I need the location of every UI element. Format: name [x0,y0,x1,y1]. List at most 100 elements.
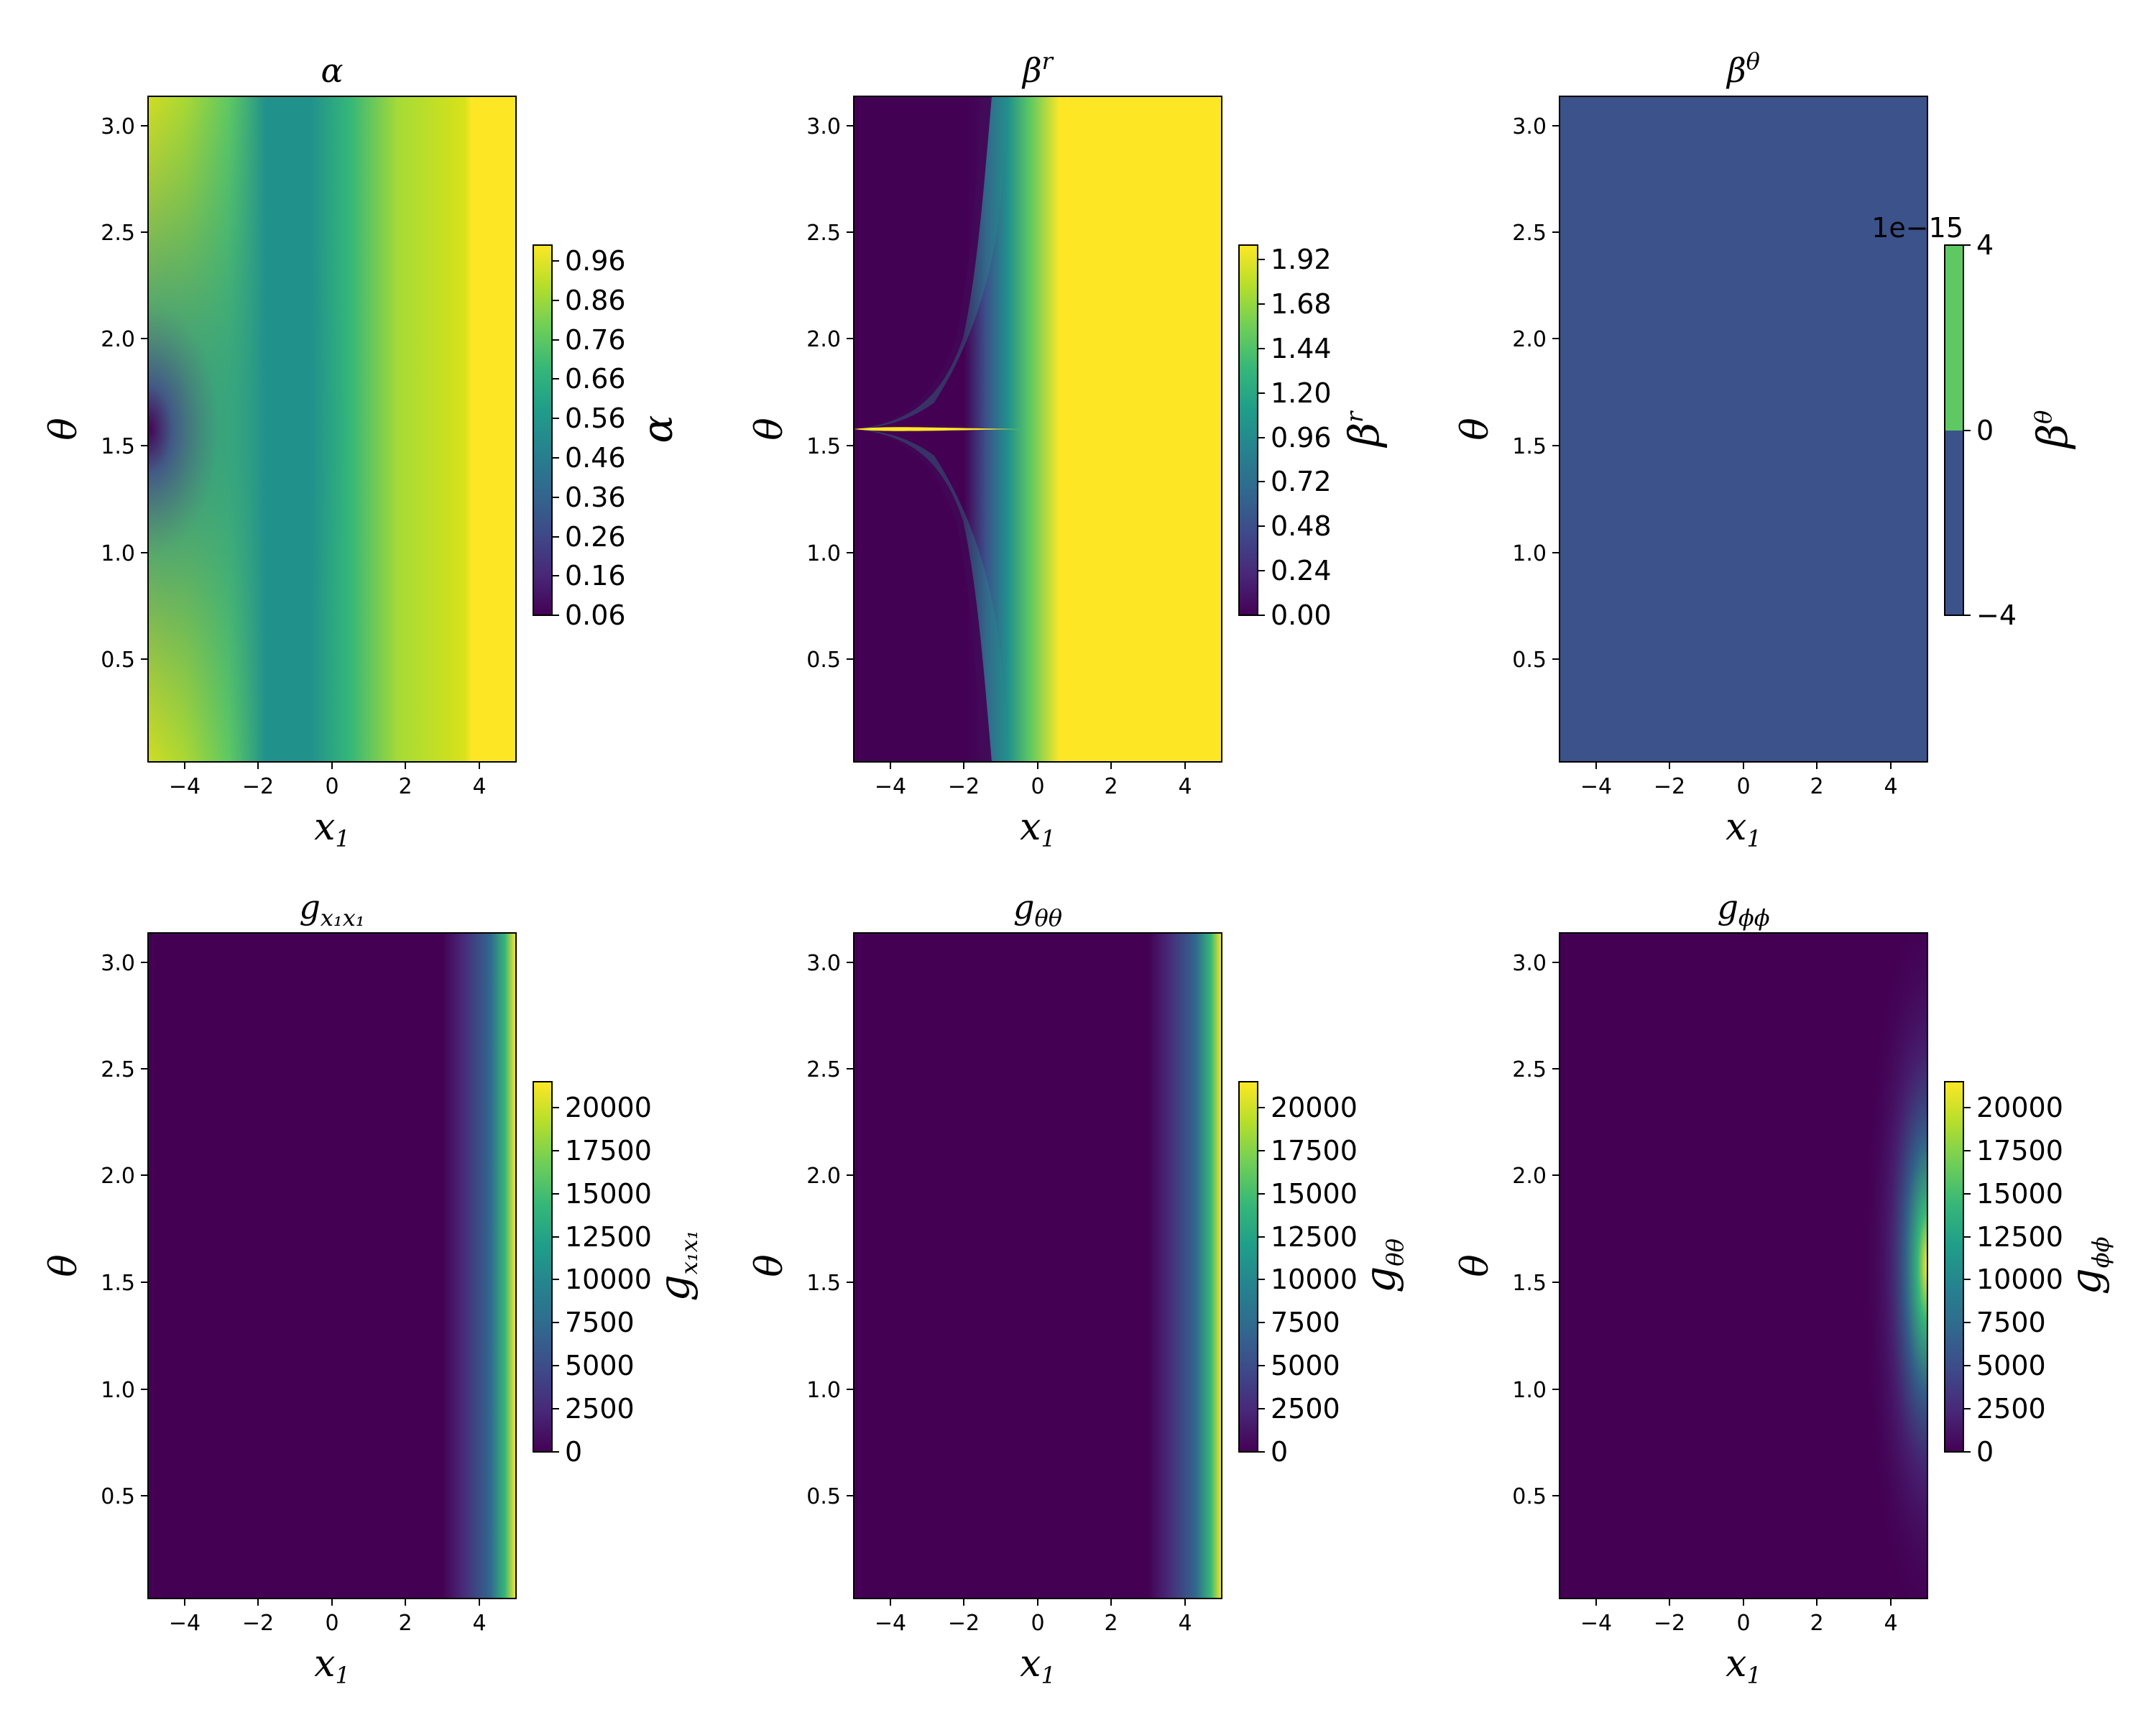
colorbar-tick-label: 15000 [1271,1178,1358,1210]
panel-beta-r: βr −4 −2 0 2 4 x1 0.5 1.0 1.5 2.0 2.5 [748,47,1388,852]
x-axis: −4 −2 0 2 4 x1 [169,762,487,852]
x-axis: −4 −2 0 2 4 x1 [1580,1598,1898,1689]
y-tick-label: 0.5 [1512,1484,1547,1509]
y-axis-label: θ [42,418,86,440]
y-tick-label: 2.0 [1512,1164,1547,1189]
x-tick-label: −2 [948,1611,980,1636]
y-tick-label: 1.0 [1512,541,1547,566]
x-tick-label: −2 [242,1611,274,1636]
colorbar-ticks [1963,244,1971,616]
y-tick-label: 0.5 [1512,648,1547,673]
y-tick-label: 2.0 [806,327,841,352]
x-axis-label: x1 [1726,1642,1761,1689]
x-tick-label: 2 [398,774,412,799]
x-tick-label: 4 [1178,1611,1192,1636]
colorbar-label: βθ [2028,410,2077,450]
y-tick-label: 1.0 [1512,1378,1547,1403]
panel-g-thetatheta: gθθ −4 −2 0 2 4 x1 0.5 1.0 1.5 2.0 2.5 [748,888,1409,1689]
colorbar: 0.06 0.16 0.26 0.36 0.46 0.56 0.66 0.76 … [533,244,682,631]
heatmap-feature [148,96,516,762]
colorbar-scale [1944,1081,1964,1453]
colorbar-tick-label: 17500 [1271,1135,1358,1167]
y-tick-label: 1.0 [101,541,135,566]
y-axis: 0.5 1.0 1.5 2.0 2.5 3.0 θ [1454,951,1560,1509]
heatmap-field [1560,96,1927,762]
colorbar-tick-label: 20000 [1271,1092,1358,1123]
colorbar-scale [533,244,553,616]
x-tick-label: 4 [1884,774,1897,799]
x-tick-label: 4 [1178,774,1192,799]
colorbar-tick-label: 0.46 [565,442,626,474]
colorbar-tick-label: 4 [1976,229,1994,261]
colorbar-tick-label: 0.66 [565,363,626,395]
x-tick-label: 4 [472,1611,486,1636]
panel-g-x1x1: gx₁x₁ −4 −2 0 2 4 x1 0.5 1.0 1.5 2.0 2.5 [42,888,703,1689]
colorbar-tick-label: 12500 [1271,1221,1358,1253]
panel-title: α [321,51,343,90]
colorbar-ticks [1963,1107,1971,1453]
colorbar-tick-label: 1.92 [1271,244,1332,275]
panel-title: gθθ [1013,888,1062,932]
colorbar-tick-label: 10000 [565,1264,652,1295]
x-axis-label: x1 [1020,806,1056,852]
heatmap-feature [854,429,1006,762]
y-tick-label: 3.0 [1512,951,1547,976]
colorbar-tick-label: 12500 [1976,1221,2063,1253]
y-tick-label: 1.5 [1512,434,1547,459]
colorbar: 0 2500 5000 7500 10000 12500 15000 17500… [1238,1081,1409,1468]
y-tick-label: 1.5 [101,1271,135,1296]
y-tick-label: 3.0 [101,951,135,976]
panel-g-phiphi: gϕϕ −4 −2 0 2 4 x1 0.5 1.0 1.5 2.0 2.5 [1454,888,2114,1689]
y-tick-label: 1.5 [806,434,841,459]
panel-beta-theta: βθ −4 −2 0 2 4 x1 0.5 1.0 1.5 2.0 2.5 [1454,47,2077,852]
colorbar-tick-label: 0.72 [1271,466,1332,497]
colorbar-label: βr [1340,410,1388,448]
colorbar-tick-label: 2500 [565,1393,635,1425]
colorbar-tick-label: −4 [1976,599,2017,631]
colorbar-tick-label: 2500 [1271,1393,1340,1425]
colorbar-segment [1945,245,1963,431]
colorbar-tick-label: 12500 [565,1221,652,1253]
colorbar-scale [1238,244,1258,616]
y-axis: 0.5 1.0 1.5 2.0 2.5 3.0 θ [42,114,148,673]
colorbar: −4 0 4 1e−15 βθ [1871,212,2077,631]
colorbar-tick-label: 0.96 [565,245,626,277]
colorbar-ticks [552,260,559,616]
y-tick-label: 2.0 [101,1164,135,1189]
colorbar-tick-label: 0.00 [1271,599,1332,631]
colorbar-label: gθθ [1355,1238,1409,1293]
y-tick-label: 0.5 [101,1484,135,1509]
panel-title: βr [1021,47,1054,90]
colorbar-ticks [1258,1107,1265,1453]
heatmap-feature [854,96,1006,429]
x-tick-label: −4 [169,774,201,799]
x-tick-label: −2 [948,774,980,799]
x-axis: −4 −2 0 2 4 x1 [1580,762,1898,852]
heatmap-field [148,933,516,1598]
colorbar-tick-label: 15000 [1976,1178,2063,1210]
x-tick-label: 2 [1810,1611,1823,1636]
y-tick-label: 3.0 [806,114,841,139]
y-tick-label: 3.0 [101,114,135,139]
colorbar-offset-label: 1e−15 [1871,212,1963,244]
y-axis: 0.5 1.0 1.5 2.0 2.5 3.0 θ [42,951,148,1509]
y-tick-label: 2.5 [101,221,135,246]
colorbar-tick-label: 0.48 [1271,510,1332,542]
colorbar-ticks [1258,259,1265,616]
colorbar-tick-label: 0.24 [1271,555,1332,586]
y-tick-label: 2.0 [1512,327,1547,352]
colorbar-tick-label: 0.86 [565,285,626,316]
colorbar-tick-label: 0.76 [565,324,626,356]
x-axis-label: x1 [1726,806,1761,852]
x-tick-label: −4 [875,1611,906,1636]
x-tick-label: 0 [325,1611,338,1636]
heatmap-field [854,933,1222,1598]
y-axis-label: θ [748,418,791,440]
colorbar-label: gx₁x₁ [650,1230,703,1302]
colorbar-tick-label: 7500 [1976,1307,2046,1338]
y-axis: 0.5 1.0 1.5 2.0 2.5 3.0 θ [1454,114,1560,673]
colorbar-segment [1945,431,1963,615]
colorbar-scale [533,1081,553,1453]
colorbar-tick-label: 2500 [1976,1393,2046,1425]
